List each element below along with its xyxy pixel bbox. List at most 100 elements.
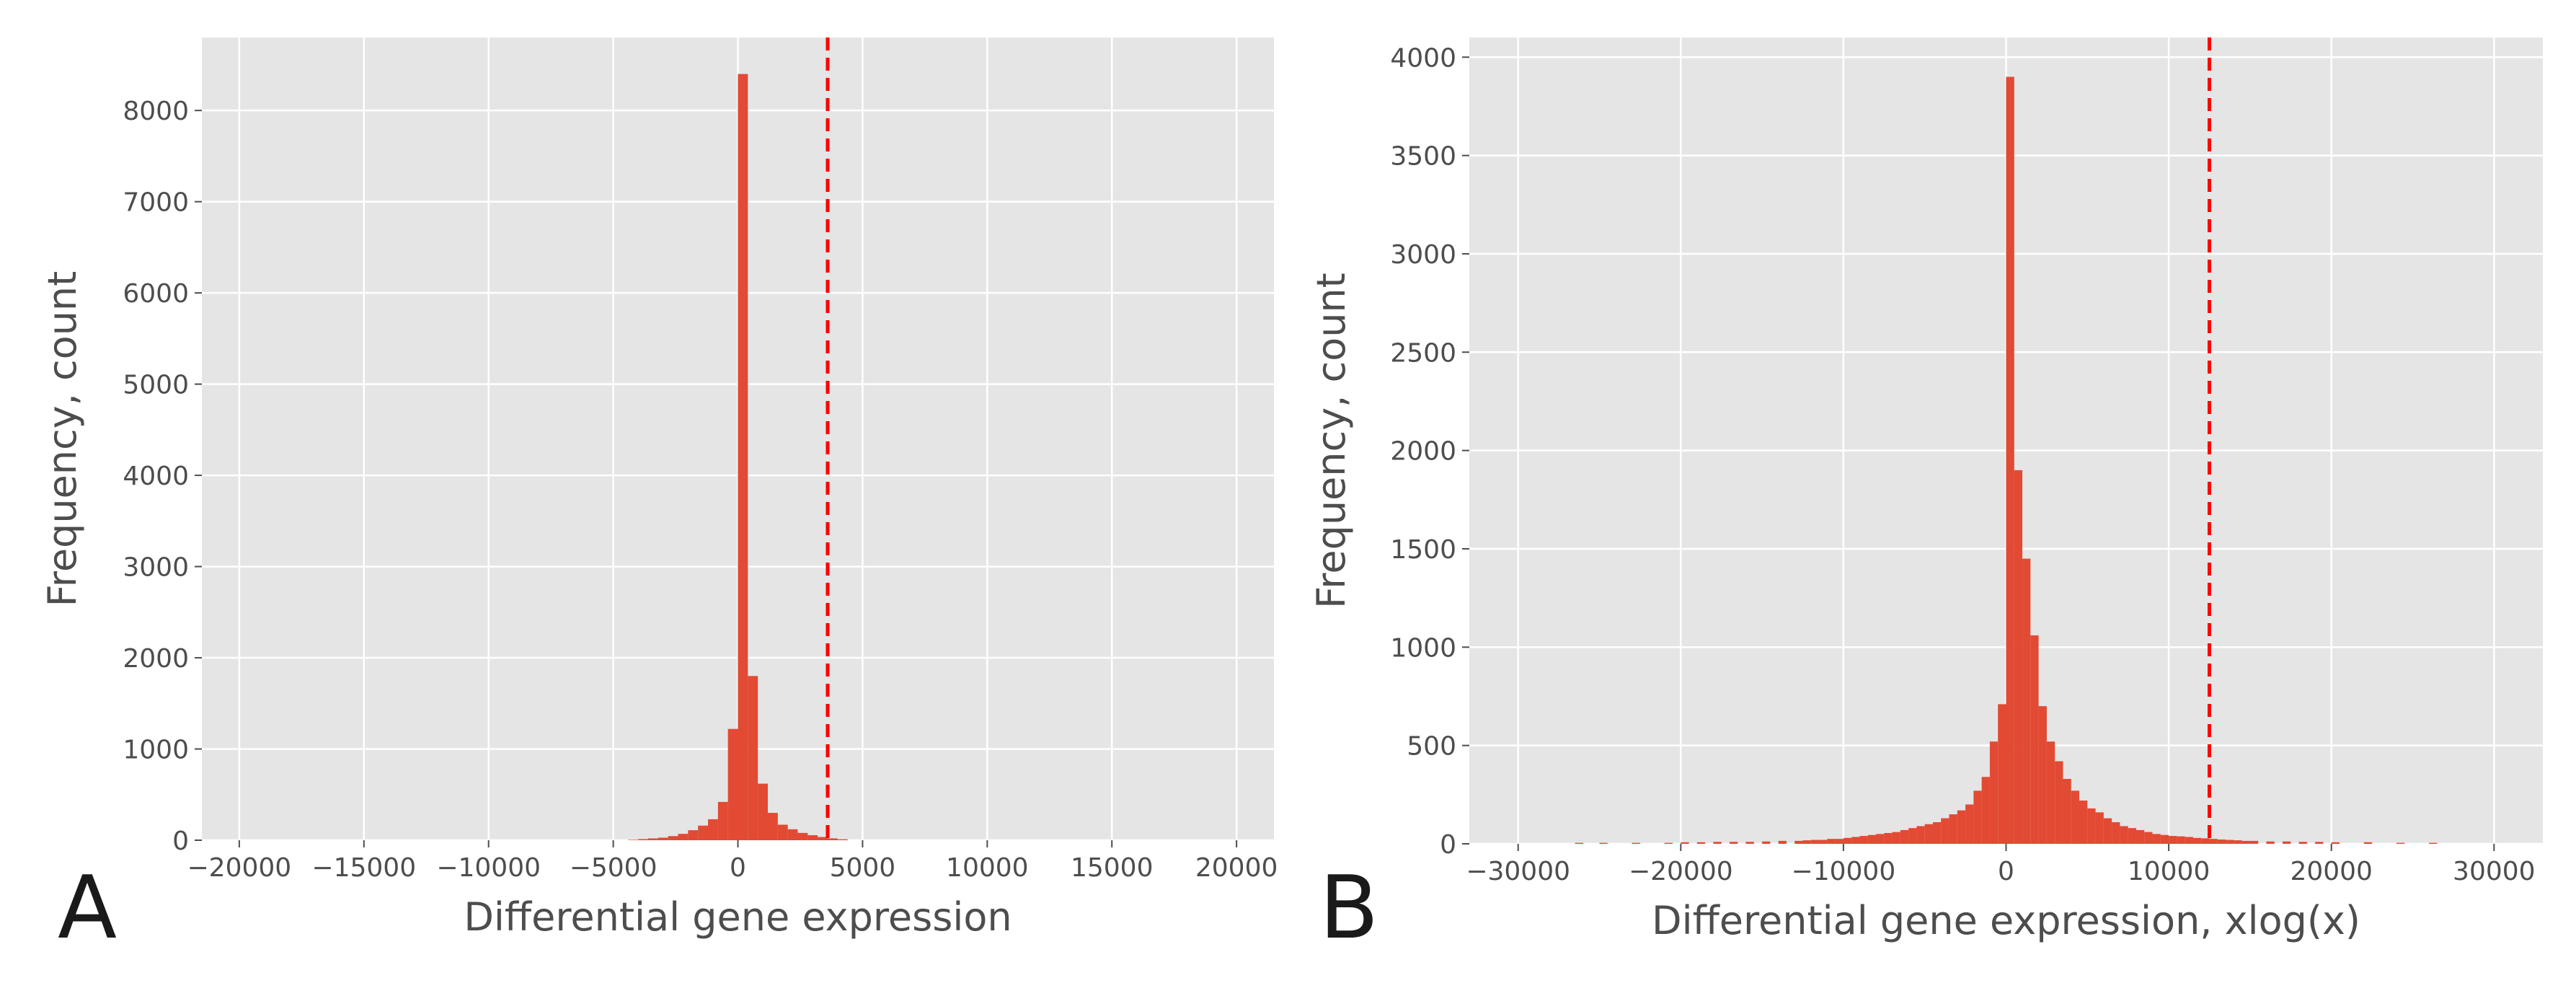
- y-tick-label: 2000: [123, 644, 189, 674]
- histogram-bar: [638, 839, 649, 840]
- x-tick-label: 20000: [1195, 853, 1278, 883]
- x-tick-label: −15000: [311, 853, 416, 883]
- histogram-bar: [2079, 801, 2088, 844]
- histogram-bar: [758, 783, 768, 840]
- histogram-bar: [1900, 829, 1909, 844]
- y-tick-label: 0: [172, 827, 189, 856]
- histogram-bar: [767, 813, 778, 840]
- histogram-bar: [698, 825, 709, 840]
- histogram-bar: [1989, 741, 1999, 844]
- histogram-bar: [1932, 822, 1942, 844]
- histogram-bar: [2363, 842, 2373, 844]
- histogram-bar: [1745, 842, 1754, 844]
- histogram-bar: [1810, 839, 1820, 844]
- y-tick-label: 4000: [1390, 43, 1456, 73]
- x-tick-label: 10000: [946, 853, 1029, 883]
- histogram-bar: [2177, 836, 2185, 844]
- histogram-bar: [1908, 828, 1917, 844]
- histogram-bar: [2331, 842, 2340, 844]
- histogram-bar: [1884, 833, 1893, 844]
- y-tick-label: 0: [1440, 830, 1456, 860]
- histogram-bar: [2283, 841, 2291, 844]
- histogram-bar: [1949, 814, 1957, 844]
- x-tick-label: 30000: [2453, 857, 2536, 886]
- histogram-bar: [1859, 836, 1868, 844]
- histogram-bar: [628, 839, 639, 840]
- histogram-bar: [2266, 841, 2275, 844]
- panel-label: B: [1319, 858, 1378, 958]
- y-tick-label: 7000: [123, 188, 189, 218]
- histogram-bar: [2185, 837, 2193, 844]
- histogram-bar: [1973, 790, 1982, 844]
- y-tick-label: 1000: [1390, 633, 1456, 663]
- x-tick-label: −10000: [436, 853, 541, 883]
- histogram-bar: [2095, 812, 2104, 844]
- histogram-bar: [2226, 839, 2234, 844]
- histogram-bar: [688, 830, 699, 840]
- histogram-panel-a: −20000 −15000 −10000 −5000 0 5000 10000 15000 20…: [40, 38, 1278, 958]
- x-tick-label: −10000: [1792, 857, 1896, 886]
- y-tick-label: 1000: [123, 736, 189, 765]
- histogram-panel-b: −30000 −20000 −10000 0 10000 20000 30000 0 500 10…: [1309, 38, 2543, 958]
- histogram-bar: [2160, 834, 2169, 844]
- histogram-bar: [2429, 842, 2438, 844]
- histogram-bar: [1981, 777, 1990, 844]
- x-tick-label: −5000: [570, 853, 658, 883]
- histogram-bar: [2038, 706, 2047, 844]
- histogram-bar: [2046, 741, 2055, 844]
- histogram-bar: [2135, 829, 2145, 844]
- histogram-bar: [1876, 834, 1885, 844]
- histogram-bar: [1794, 840, 1803, 844]
- y-axis-title: Frequency, count: [40, 271, 85, 607]
- histogram-bar: [2063, 779, 2071, 844]
- histogram-bar: [1998, 704, 2006, 844]
- y-tick-label: 5000: [123, 371, 189, 400]
- histogram-bar: [1965, 804, 1974, 844]
- y-tick-label: 3000: [123, 553, 189, 583]
- histogram-bar: [2217, 839, 2226, 844]
- histogram-bar: [1819, 839, 1828, 844]
- histogram-bar: [2396, 842, 2405, 844]
- histogram-bar: [1729, 842, 1738, 844]
- histogram-bar: [1599, 842, 1608, 844]
- histogram-bar: [1916, 826, 1925, 844]
- y-tick-label: 3000: [1390, 240, 1456, 270]
- histogram-bar: [2192, 837, 2202, 844]
- histogram-bar: [2298, 842, 2307, 844]
- histogram-bar: [2014, 470, 2023, 844]
- y-axis-title: Frequency, count: [1309, 273, 1354, 609]
- x-tick-label: 0: [730, 853, 746, 883]
- histogram-bar: [2241, 840, 2250, 844]
- histogram-bar: [827, 838, 838, 840]
- y-tick-label: 4000: [123, 462, 189, 491]
- y-tick-label: 3500: [1390, 142, 1456, 172]
- histogram-bar: [1835, 839, 1844, 844]
- histogram-bar: [2103, 818, 2112, 844]
- histogram-bar: [1778, 840, 1787, 844]
- histogram-bar: [1924, 824, 1933, 844]
- histogram-bar: [2144, 832, 2153, 844]
- y-tick-label: 1500: [1390, 535, 1456, 565]
- x-tick-label: −20000: [187, 853, 292, 883]
- histogram-bar: [2201, 838, 2210, 844]
- histogram-bar: [2120, 826, 2128, 844]
- histogram-bar: [1802, 840, 1811, 844]
- histogram-bar: [1681, 842, 1689, 844]
- histogram-bar: [787, 829, 798, 840]
- histogram-bar: [2087, 808, 2096, 844]
- histogram-bar: [2169, 836, 2177, 844]
- histogram-bar: [678, 834, 689, 840]
- histogram-bar: [2128, 828, 2136, 844]
- y-tick-label: 500: [1407, 732, 1456, 762]
- histogram-bar: [807, 835, 818, 840]
- histogram-bar: [1941, 818, 1949, 844]
- histogram-bar: [1664, 842, 1673, 844]
- histogram-bar: [1957, 810, 1966, 844]
- histogram-bar: [2249, 840, 2259, 844]
- histogram-bar: [2022, 558, 2031, 844]
- histogram-bar: [2152, 834, 2161, 844]
- histogram-bar: [1762, 841, 1771, 844]
- histogram-bar: [2112, 822, 2120, 844]
- x-tick-label: −20000: [1629, 857, 1733, 886]
- histogram-bar: [797, 832, 808, 840]
